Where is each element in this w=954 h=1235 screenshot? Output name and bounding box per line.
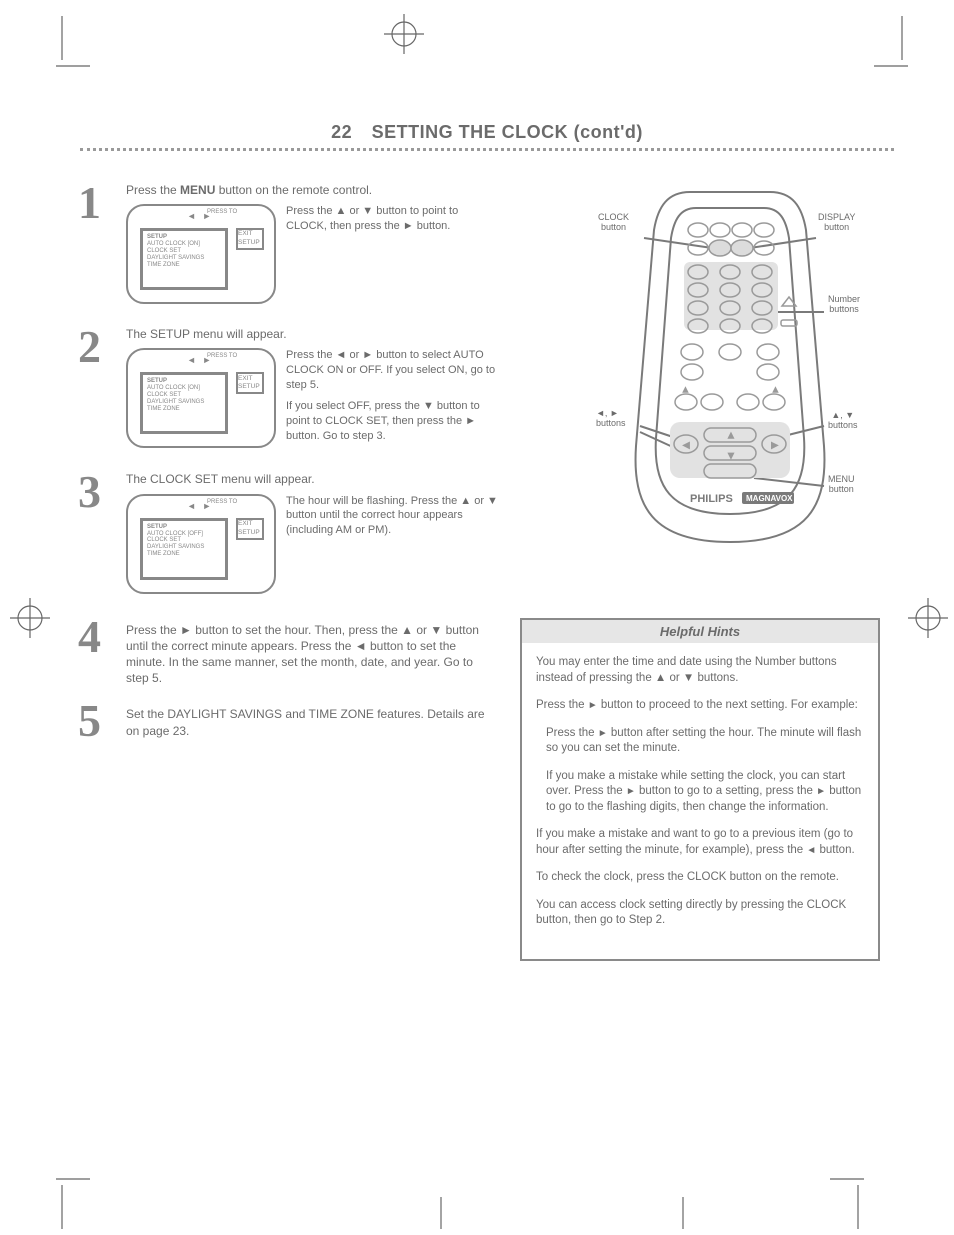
step-text: Press the ◄ or ► button to select AUTO C… — [286, 348, 498, 449]
step-number: 1 — [78, 182, 114, 304]
step-number: 3 — [78, 471, 114, 593]
instructions-column: 1 Press the MENU button on the remote co… — [78, 182, 498, 756]
step-4: 4 Press the ► button to set the hour. Th… — [78, 616, 498, 687]
step-2: 2 The SETUP menu will appear. ◄ ► PRESS … — [78, 326, 498, 449]
brand-magnavox: MAGNAVOX — [746, 494, 793, 503]
hints-sub2: If you make a mistake while setting the … — [536, 769, 864, 816]
hints-p3: If you make a mistake and want to go to … — [536, 827, 864, 858]
brand-philips: PHILIPS — [690, 493, 733, 505]
step-intro: Press the MENU button on the remote cont… — [126, 182, 498, 198]
label-clock-button: CLOCKbutton — [598, 212, 629, 233]
step-1: 1 Press the MENU button on the remote co… — [78, 182, 498, 304]
page-number: 22 — [331, 122, 352, 142]
step-5: 5 Set the DAYLIGHT SAVINGS and TIME ZONE… — [78, 700, 498, 741]
svg-text:◄: ◄ — [682, 440, 691, 450]
svg-text:▲: ▲ — [772, 387, 779, 394]
step-intro: The CLOCK SET menu will appear. — [126, 471, 498, 487]
hints-sub1: Press the ► button after setting the hou… — [536, 726, 864, 757]
label-number-buttons: Numberbuttons — [828, 294, 860, 315]
svg-text:►: ► — [770, 440, 779, 450]
label-menu-button: MENUbutton — [828, 474, 855, 495]
hints-p1: You may enter the time and date using th… — [536, 655, 864, 686]
step-3: 3 The CLOCK SET menu will appear. ◄ ► PR… — [78, 471, 498, 593]
page-header: 22 SETTING THE CLOCK (cont'd) — [80, 122, 894, 143]
hints-p2: Press the ► button to proceed to the nex… — [536, 698, 864, 714]
step-intro: The SETUP menu will appear. — [126, 326, 498, 342]
label-search-buttons: ▲, ▼buttons — [828, 410, 858, 431]
step-number: 4 — [78, 616, 114, 687]
osd-illustration: ◄ ► PRESS TO SETUP AUTO CLOCK [OFF] CLOC… — [126, 494, 276, 594]
hints-p4: To check the clock, press the CLOCK butt… — [536, 870, 864, 886]
remote-illustration: ▲ ▲ ◄ ► ▲ ▼ PHILIPS MAGNAVOX CLOCKbutton… — [580, 186, 880, 566]
svg-text:▲: ▲ — [727, 431, 735, 440]
hints-body: You may enter the time and date using th… — [522, 643, 878, 959]
label-left-right-buttons: ◄, ►buttons — [596, 408, 626, 429]
step-number: 5 — [78, 700, 114, 741]
step-number: 2 — [78, 326, 114, 449]
svg-text:▲: ▲ — [682, 387, 689, 394]
osd-illustration: ◄ ► PRESS TO SETUP AUTO CLOCK [ON] CLOCK… — [126, 348, 276, 448]
page-title: SETTING THE CLOCK (cont'd) — [372, 122, 643, 142]
label-display-button: DISPLAYbutton — [818, 212, 855, 233]
osd-illustration: ◄ ► PRESS TO SETUP AUTO CLOCK [ON] CLOCK… — [126, 204, 276, 304]
hints-header: Helpful Hints — [522, 620, 878, 643]
step-text: Press the ▲ or ▼ button to point to CLOC… — [286, 204, 498, 240]
header-rule — [80, 148, 894, 151]
svg-text:▼: ▼ — [727, 451, 735, 460]
step-text: Set the DAYLIGHT SAVINGS and TIME ZONE f… — [126, 700, 498, 741]
step-text: The hour will be flashing. Press the ▲ o… — [286, 494, 498, 545]
helpful-hints-box: Helpful Hints You may enter the time and… — [520, 618, 880, 961]
hints-p5: You can access clock setting directly by… — [536, 898, 864, 929]
step-text: Press the ► button to set the hour. Then… — [126, 616, 498, 687]
